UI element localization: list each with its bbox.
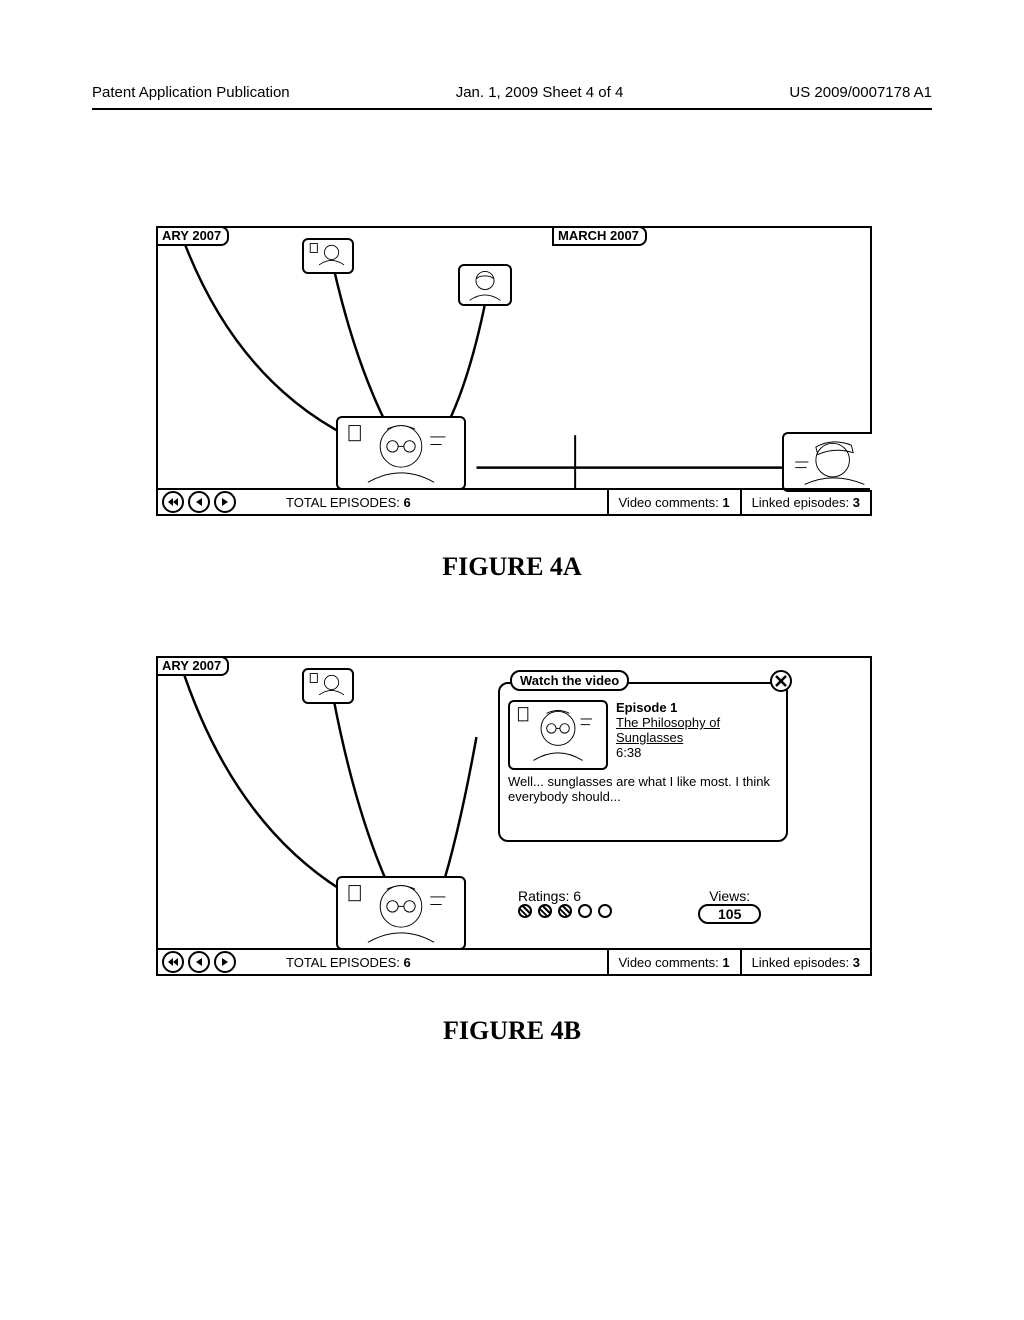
views-label: Views: bbox=[698, 888, 761, 904]
left-month-label-b: ARY 2007 bbox=[162, 658, 221, 673]
figure-4a-panel: ARY 2007 MARCH 2007 TOTAL EPISODES: 6 bbox=[156, 226, 872, 516]
rewind-button[interactable] bbox=[162, 491, 184, 513]
episode-description: Well... sunglasses are what I like most.… bbox=[508, 770, 778, 804]
left-month-tab[interactable]: ARY 2007 bbox=[156, 226, 229, 246]
header-rule bbox=[92, 108, 932, 110]
page-header: Patent Application Publication Jan. 1, 2… bbox=[0, 84, 1024, 101]
video-detail-panel: Watch the video Episode 1 The Philosophy… bbox=[498, 682, 788, 842]
left-month-tab-b[interactable]: ARY 2007 bbox=[156, 656, 229, 676]
edges-4a bbox=[158, 228, 870, 514]
back-button-b[interactable] bbox=[188, 951, 210, 973]
rewind-button-b[interactable] bbox=[162, 951, 184, 973]
play-button[interactable] bbox=[214, 491, 236, 513]
linked-episodes-cell-b: Linked episodes: 3 bbox=[742, 955, 870, 970]
ratings-block: Ratings: 6 bbox=[518, 888, 614, 921]
views-count: 105 bbox=[698, 904, 761, 924]
rating-star-icon[interactable] bbox=[538, 904, 552, 918]
header-center: Jan. 1, 2009 Sheet 4 of 4 bbox=[456, 84, 624, 101]
watch-video-tab[interactable]: Watch the video bbox=[510, 670, 629, 691]
total-episodes-cell: TOTAL EPISODES: 6 bbox=[276, 495, 421, 510]
episode-thumbnail[interactable] bbox=[508, 700, 608, 770]
figure-4a-caption: FIGURE 4A bbox=[0, 552, 1024, 582]
play-button-b[interactable] bbox=[214, 951, 236, 973]
video-thumb-b-main[interactable] bbox=[336, 876, 466, 950]
total-episodes-cell-b: TOTAL EPISODES: 6 bbox=[276, 955, 421, 970]
views-block: Views: 105 bbox=[698, 888, 761, 924]
back-button[interactable] bbox=[188, 491, 210, 513]
figure-4b-footer: TOTAL EPISODES: 6 Video comments: 1 Link… bbox=[158, 948, 870, 974]
video-comments-cell-b: Video comments: 1 bbox=[609, 955, 740, 970]
video-thumb-b1[interactable] bbox=[302, 668, 354, 704]
figure-4b-panel: ARY 2007 Watch the video Episode 1 The P… bbox=[156, 656, 872, 976]
video-thumb-main[interactable] bbox=[336, 416, 466, 490]
close-icon[interactable] bbox=[770, 670, 792, 692]
right-month-tab[interactable]: MARCH 2007 bbox=[552, 226, 647, 246]
episode-number: Episode 1 bbox=[616, 700, 677, 715]
video-thumb-right-edge[interactable] bbox=[782, 432, 872, 492]
left-month-label: ARY 2007 bbox=[162, 228, 221, 243]
rating-star-icon[interactable] bbox=[578, 904, 592, 918]
right-month-label: MARCH 2007 bbox=[558, 228, 639, 243]
figure-4a-footer: TOTAL EPISODES: 6 Video comments: 1 Link… bbox=[158, 488, 870, 514]
rating-star-icon[interactable] bbox=[558, 904, 572, 918]
video-comments-cell: Video comments: 1 bbox=[609, 495, 740, 510]
rating-star-icon[interactable] bbox=[518, 904, 532, 918]
header-right: US 2009/0007178 A1 bbox=[789, 84, 932, 101]
linked-episodes-cell: Linked episodes: 3 bbox=[742, 495, 870, 510]
rating-star-icon[interactable] bbox=[598, 904, 612, 918]
video-thumb-top-right[interactable] bbox=[458, 264, 512, 306]
header-left: Patent Application Publication bbox=[92, 84, 290, 101]
figure-4b-caption: FIGURE 4B bbox=[0, 1016, 1024, 1046]
video-thumb-top-left[interactable] bbox=[302, 238, 354, 274]
